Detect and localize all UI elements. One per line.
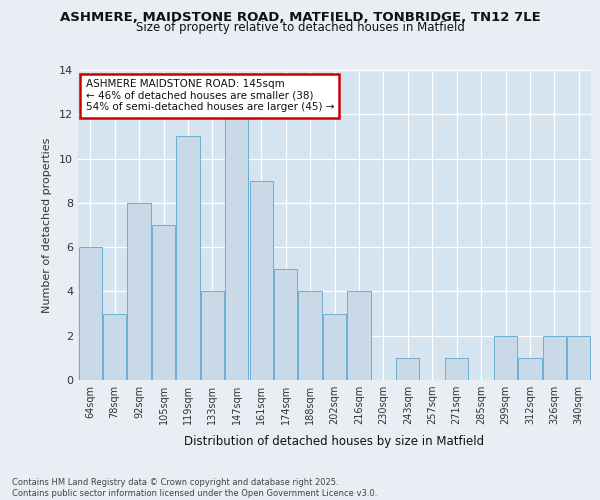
Bar bbox=[152, 225, 175, 380]
Text: Size of property relative to detached houses in Matfield: Size of property relative to detached ho… bbox=[136, 21, 464, 34]
Bar bbox=[518, 358, 542, 380]
Bar bbox=[494, 336, 517, 380]
Bar bbox=[543, 336, 566, 380]
Bar bbox=[250, 180, 273, 380]
Bar bbox=[567, 336, 590, 380]
Bar bbox=[127, 203, 151, 380]
Text: Contains HM Land Registry data © Crown copyright and database right 2025.
Contai: Contains HM Land Registry data © Crown c… bbox=[12, 478, 377, 498]
Y-axis label: Number of detached properties: Number of detached properties bbox=[42, 138, 52, 312]
Bar bbox=[323, 314, 346, 380]
Text: ASHMERE, MAIDSTONE ROAD, MATFIELD, TONBRIDGE, TN12 7LE: ASHMERE, MAIDSTONE ROAD, MATFIELD, TONBR… bbox=[59, 11, 541, 24]
Bar bbox=[445, 358, 468, 380]
Bar bbox=[274, 270, 297, 380]
X-axis label: Distribution of detached houses by size in Matfield: Distribution of detached houses by size … bbox=[184, 436, 485, 448]
Bar bbox=[225, 114, 248, 380]
Bar bbox=[347, 292, 371, 380]
Bar bbox=[103, 314, 126, 380]
Bar bbox=[201, 292, 224, 380]
Bar bbox=[79, 247, 102, 380]
Text: ASHMERE MAIDSTONE ROAD: 145sqm
← 46% of detached houses are smaller (38)
54% of : ASHMERE MAIDSTONE ROAD: 145sqm ← 46% of … bbox=[86, 80, 334, 112]
Bar bbox=[396, 358, 419, 380]
Bar bbox=[176, 136, 200, 380]
Bar bbox=[298, 292, 322, 380]
